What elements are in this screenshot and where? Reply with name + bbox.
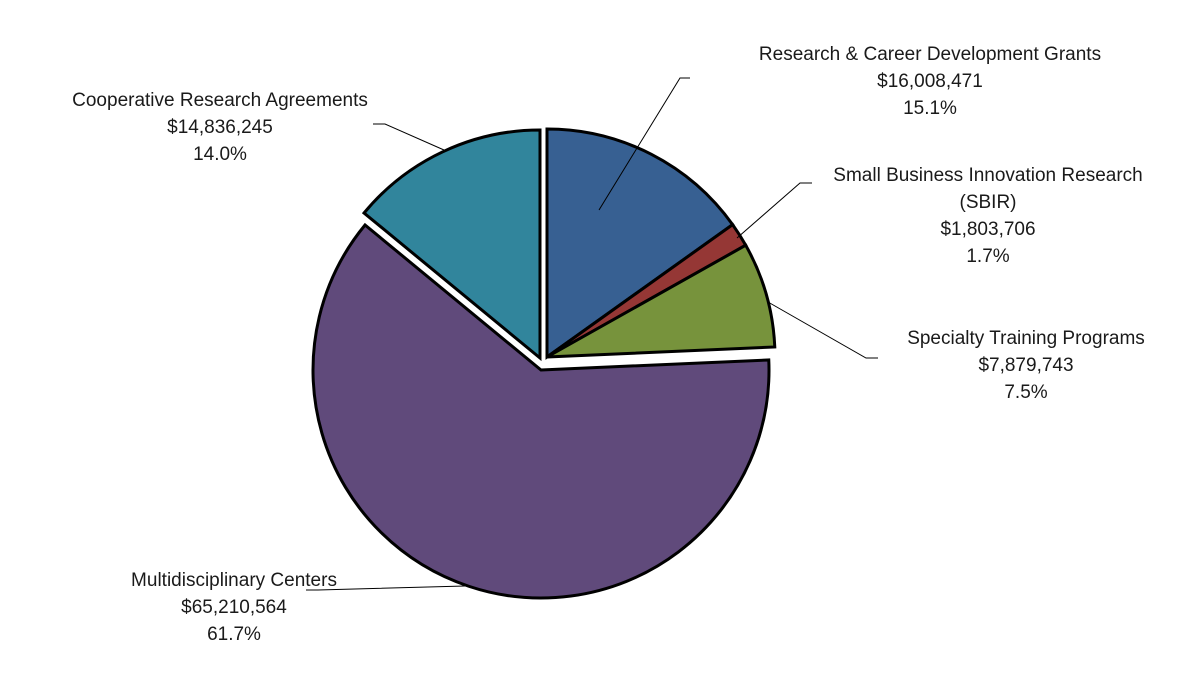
slice-label-1: Research & Career Development Grants $16,… [759, 44, 1101, 119]
leader-line-5 [373, 123, 445, 151]
slice-value-label: $14,836,245 [167, 117, 273, 138]
slice-label-5: Cooperative Research Agreements $14,836,2… [72, 90, 368, 165]
leader-line-3 [767, 301, 878, 359]
slice-percent-label: 14.0% [193, 144, 247, 165]
slice-percent-label: 7.5% [1004, 382, 1047, 403]
pie-slice-1 [545, 127, 735, 360]
pie-slices [311, 127, 777, 600]
slice-label-name: Specialty Training Programs [907, 328, 1145, 349]
leader-lines [306, 77, 878, 591]
slice-label-4: Multidisciplinary Centers $65,210,564 61.7… [131, 570, 337, 645]
slice-label-2: Small Business Innovation Research (SBIR)… [833, 165, 1142, 267]
slice-percent-label: 1.7% [966, 246, 1009, 267]
slice-label-3: Specialty Training Programs $7,879,743 7.5… [907, 328, 1145, 403]
slice-labels: Research & Career Development Grants $16,… [72, 44, 1145, 645]
slice-percent-label: 61.7% [207, 624, 261, 645]
leader-line-4 [306, 585, 466, 591]
slice-value-label: $7,879,743 [978, 355, 1073, 376]
slice-value-label: $65,210,564 [181, 597, 287, 618]
slice-label-name: Multidisciplinary Centers [131, 570, 337, 591]
leader-line-2 [736, 182, 812, 239]
slice-label-name: Small Business Innovation Research [833, 165, 1142, 186]
slice-label-name: Cooperative Research Agreements [72, 90, 368, 111]
slice-value-label: $1,803,706 [940, 219, 1035, 240]
pie-slice-4 [311, 222, 771, 600]
slice-label-name: Research & Career Development Grants [759, 44, 1101, 65]
slice-value-label: $16,008,471 [877, 71, 983, 92]
slice-label-name: (SBIR) [960, 192, 1017, 213]
slice-percent-label: 15.1% [903, 98, 957, 119]
leader-line-1 [598, 77, 690, 211]
pie-slice-3 [546, 243, 777, 359]
pie-slice-5 [361, 128, 542, 362]
